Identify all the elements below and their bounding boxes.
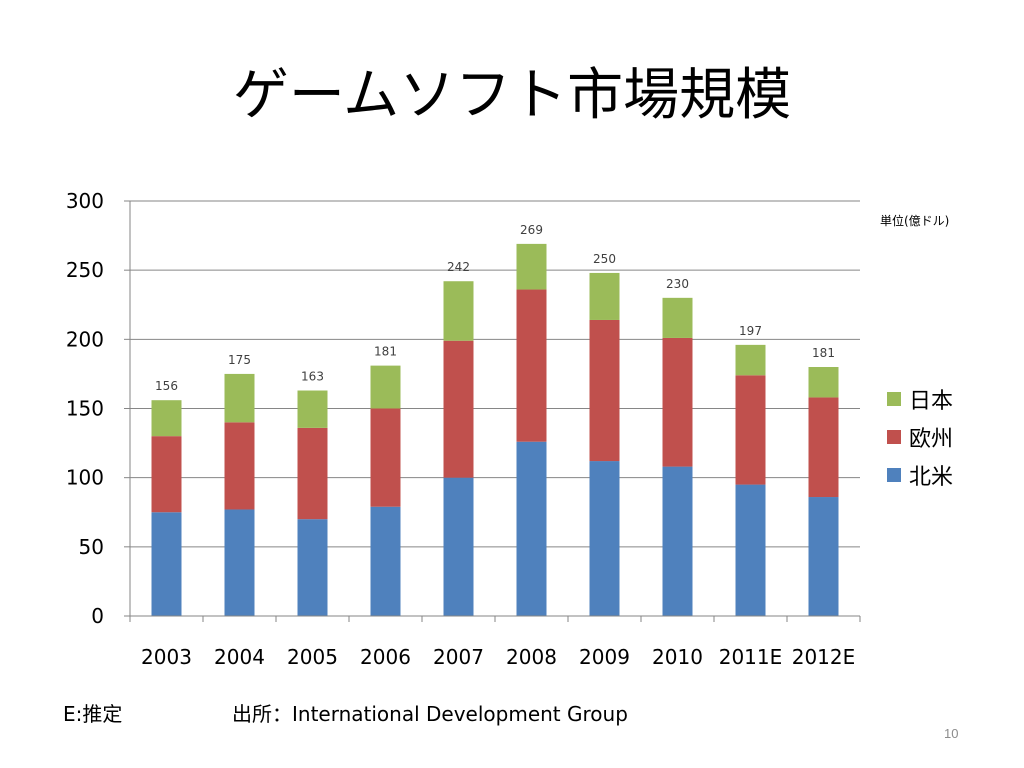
x-tick-label: 2008 (506, 645, 557, 669)
bar-segment-2010-北米 (662, 466, 693, 616)
y-tick-label: 100 (66, 466, 104, 490)
bar-segment-2003-北米 (151, 512, 182, 616)
bar-segment-2004-日本 (224, 373, 255, 423)
bar-segment-2011E-欧州 (735, 375, 766, 485)
chart-legend: 日本 欧州 北米 (887, 380, 953, 494)
x-tick-label: 2011E (719, 645, 783, 669)
bar-segment-2010-日本 (662, 297, 693, 338)
bar-segment-2009-北米 (589, 461, 620, 616)
data-label-total: 230 (666, 277, 689, 291)
bar-segment-2008-北米 (516, 441, 547, 616)
y-tick-label: 50 (79, 535, 104, 559)
slide-title: ゲームソフト市場規模 (232, 63, 792, 128)
bar-segment-2004-欧州 (224, 422, 255, 510)
legend-item-north-america: 北米 (887, 456, 953, 494)
axes (124, 200, 861, 622)
bar-segment-2011E-北米 (735, 484, 766, 616)
data-label-total: 175 (228, 353, 251, 367)
y-tick-label: 250 (66, 258, 104, 282)
legend-item-europe: 欧州 (887, 418, 953, 456)
x-tick-label: 2012E (792, 645, 856, 669)
bar-segment-2006-欧州 (370, 408, 401, 507)
x-tick-label: 2003 (141, 645, 192, 669)
bar-segment-2003-欧州 (151, 436, 182, 513)
data-label-total: 181 (374, 345, 397, 359)
source-note: 出所：International Development Group (232, 702, 628, 726)
bar-segment-2009-欧州 (589, 319, 620, 462)
x-tick-label: 2009 (579, 645, 630, 669)
legend-label-north-america: 北米 (909, 465, 954, 490)
bar-segment-2003-日本 (151, 400, 182, 437)
legend-swatch-japan (887, 392, 901, 406)
legend-swatch-europe (887, 430, 901, 444)
data-label-total: 163 (301, 370, 324, 384)
data-label-total: 269 (520, 223, 543, 237)
x-tick-label: 2010 (652, 645, 703, 669)
data-label-total: 181 (812, 346, 835, 360)
bar-segment-2012E-欧州 (808, 397, 839, 498)
bar-segment-2005-北米 (297, 519, 328, 616)
bar-segment-2012E-日本 (808, 367, 839, 398)
bar-segment-2008-日本 (516, 243, 547, 290)
bar-segment-2007-欧州 (443, 340, 474, 478)
legend-label-europe: 欧州 (909, 427, 954, 452)
data-label-total: 250 (593, 252, 616, 266)
legend-swatch-north-america (887, 468, 901, 482)
x-tick-label: 2006 (360, 645, 411, 669)
bar-segment-2011E-日本 (735, 344, 766, 376)
data-label-total: 242 (447, 260, 470, 274)
x-tick-label: 2005 (287, 645, 338, 669)
bar-segment-2009-日本 (589, 272, 620, 320)
bar-segment-2004-北米 (224, 509, 255, 616)
bars (151, 243, 839, 616)
estimate-footnote: E:推定 (63, 702, 123, 726)
unit-label: 単位(億ドル) (880, 214, 950, 228)
legend-label-japan: 日本 (909, 389, 954, 414)
bar-segment-2007-北米 (443, 477, 474, 616)
bar-segment-2008-欧州 (516, 289, 547, 442)
bar-segment-2005-欧州 (297, 427, 328, 520)
y-tick-label: 150 (66, 397, 104, 421)
labels: 0 50 100 150 200 250 300 156 2003 175 2004 163 2005 1… (66, 189, 855, 669)
y-tick-label: 300 (66, 189, 104, 213)
data-label-total: 197 (739, 324, 762, 338)
page-number: 10 (944, 726, 959, 741)
y-tick-label: 200 (66, 327, 104, 351)
bar-segment-2010-欧州 (662, 337, 693, 467)
legend-item-japan: 日本 (887, 380, 953, 418)
bar-segment-2005-日本 (297, 390, 328, 428)
bar-segment-2006-日本 (370, 365, 401, 409)
x-tick-label: 2004 (214, 645, 265, 669)
bar-segment-2012E-北米 (808, 497, 839, 616)
y-tick-label: 0 (91, 604, 104, 628)
data-label-total: 156 (155, 379, 178, 393)
bar-segment-2006-北米 (370, 506, 401, 616)
bar-segment-2007-日本 (443, 281, 474, 341)
x-tick-label: 2007 (433, 645, 484, 669)
